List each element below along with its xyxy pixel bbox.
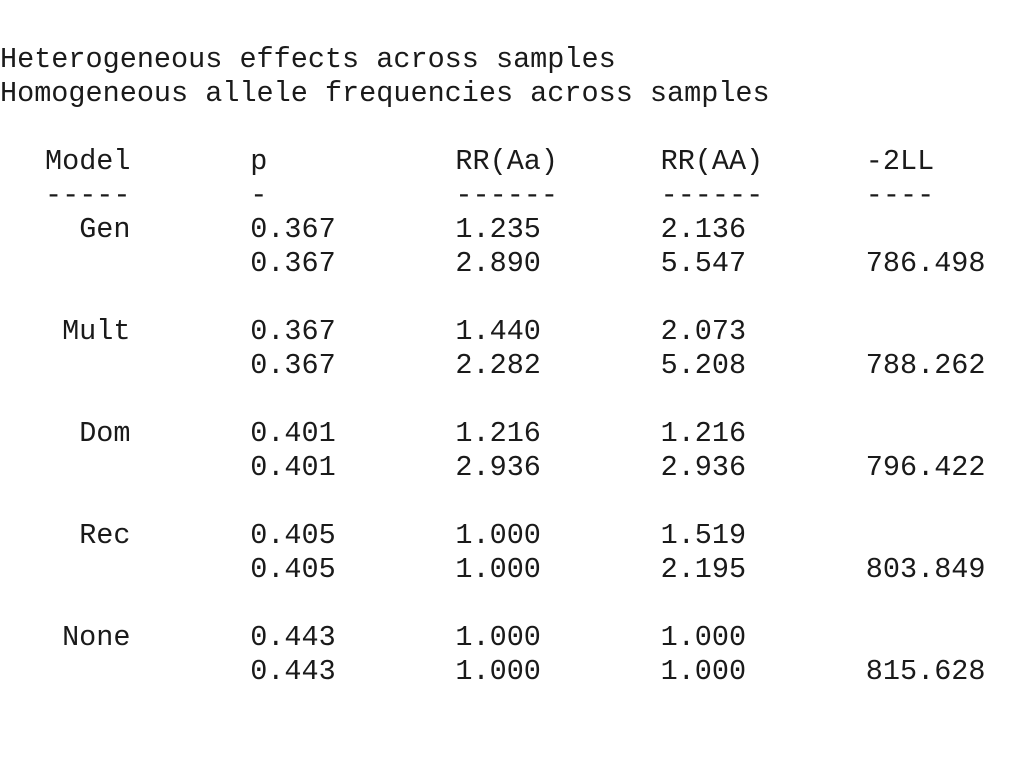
column-header: RR(Aa) — [455, 145, 559, 178]
header-rule: ---- — [865, 179, 935, 212]
cell: 0.401 — [250, 451, 336, 484]
cell: 0.443 — [250, 621, 336, 654]
cell: 1.000 — [455, 621, 541, 654]
cell: 0.401 — [250, 417, 336, 450]
cell: 1.000 — [455, 553, 541, 586]
heading-line: Heterogeneous effects across samples — [0, 43, 616, 76]
cell: 0.367 — [250, 213, 336, 246]
cell: 2.282 — [455, 349, 541, 382]
cell: 2.073 — [660, 315, 747, 348]
cell: 1.519 — [660, 519, 747, 552]
cell: 1.000 — [660, 621, 747, 654]
column-header: Model — [45, 145, 131, 178]
cell: 2.936 — [660, 451, 747, 484]
cell: 796.422 — [865, 451, 986, 484]
header-rule: ------ — [660, 179, 764, 212]
cell: 786.498 — [865, 247, 986, 280]
cell: 803.849 — [865, 553, 986, 586]
header-rule: ----- — [45, 179, 131, 212]
cell: 1.216 — [455, 417, 541, 450]
cell: 5.208 — [660, 349, 747, 382]
column-header: -2LL — [865, 145, 935, 178]
column-header: RR(AA) — [660, 145, 764, 178]
model-name: Mult — [62, 315, 131, 348]
model-name: Dom — [79, 417, 131, 450]
cell: 0.367 — [250, 315, 336, 348]
cell: 788.262 — [865, 349, 986, 382]
model-name: None — [62, 621, 131, 654]
cell: 0.367 — [250, 247, 336, 280]
column-header: p — [250, 145, 268, 178]
cell: 2.195 — [660, 553, 747, 586]
header-rule: - — [250, 179, 268, 212]
model-name: Gen — [79, 213, 131, 246]
cell: 0.367 — [250, 349, 336, 382]
cell: 2.136 — [660, 213, 747, 246]
cell: 0.443 — [250, 655, 336, 688]
cell: 0.405 — [250, 519, 336, 552]
header-rule: ------ — [455, 179, 559, 212]
cell: 1.000 — [660, 655, 747, 688]
cell: 2.936 — [455, 451, 541, 484]
cell: 1.216 — [660, 417, 747, 450]
cell: 1.000 — [455, 519, 541, 552]
model-name: Rec — [79, 519, 131, 552]
cell: 1.440 — [455, 315, 541, 348]
cell: 1.235 — [455, 213, 541, 246]
cell: 815.628 — [865, 655, 986, 688]
heading-line: Homogeneous allele frequencies across sa… — [0, 77, 770, 110]
cell: 5.547 — [660, 247, 747, 280]
cell: 2.890 — [455, 247, 541, 280]
cell: 0.405 — [250, 553, 336, 586]
cell: 1.000 — [455, 655, 541, 688]
